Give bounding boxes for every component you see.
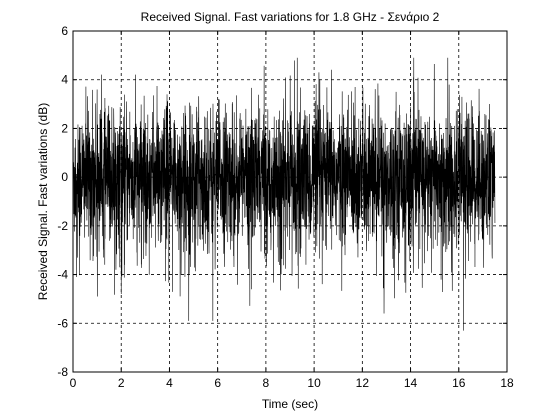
y-axis-label: Received Signal. Fast variations (dB) [36,103,50,300]
x-tick-label: 4 [166,376,173,390]
y-tick-label: 4 [61,73,68,87]
y-tick-label: -4 [57,268,68,282]
x-tick-label: 8 [263,376,270,390]
y-tick-label: -8 [57,365,68,379]
y-tick-label: -6 [57,316,68,330]
x-tick-label: 0 [70,376,77,390]
y-tick-label: 2 [61,121,68,135]
y-tick-label: 6 [61,24,68,38]
chart-title: Received Signal. Fast variations for 1.8… [141,10,440,24]
x-tick-label: 6 [214,376,221,390]
axes-box [72,30,508,373]
x-tick-label: 14 [404,376,418,390]
x-tick-label: 12 [356,376,370,390]
x-tick-label: 10 [307,376,321,390]
x-tick-label: 16 [452,376,466,390]
y-tick-label: 0 [61,170,68,184]
x-tick-label: 2 [118,376,125,390]
series [72,57,496,331]
signal-series-line [72,57,496,331]
x-axis-label: Time (sec) [262,397,318,411]
ticks: 0 2 4 6 8 10 12 14 16 18 6 4 2 0 -2 -4 -6 -8 [57,24,514,390]
y-tick-label: -2 [57,219,68,233]
x-tick-label: 18 [500,376,514,390]
